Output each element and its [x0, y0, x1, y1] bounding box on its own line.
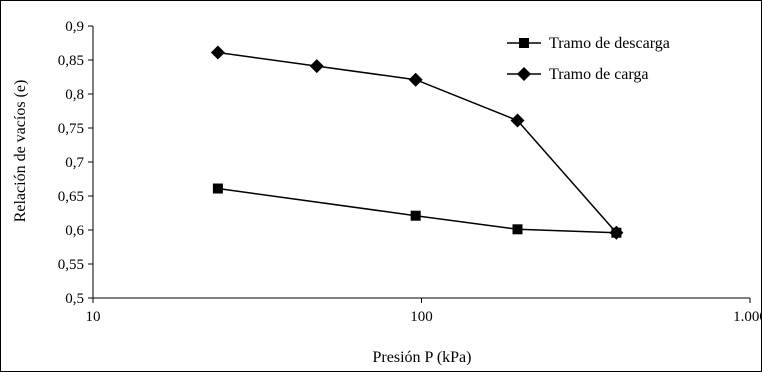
legend: Tramo de descarga Tramo de carga	[507, 35, 670, 83]
legend-item-carga: Tramo de carga	[507, 66, 649, 83]
legend-label-descarga: Tramo de descarga	[549, 35, 670, 52]
x-tick-label: 10	[86, 309, 101, 325]
legend-label-carga: Tramo de carga	[549, 66, 649, 83]
data-point-diamond	[210, 45, 225, 60]
y-tick-label: 0,55	[58, 257, 84, 273]
legend-item-descarga: Tramo de descarga	[507, 35, 670, 52]
data-point-diamond	[309, 59, 324, 74]
y-tick-label: 0,6	[65, 223, 84, 239]
y-tick-label: 0,9	[65, 19, 84, 35]
y-axis-title: Relación de vacíos (e)	[12, 80, 29, 223]
series-layer	[210, 45, 624, 240]
y-axis-ticks: 0,5 0,55 0,6 0,65 0,7 0,75 0,8 0,85 0,9	[58, 19, 93, 307]
x-tick-label: 1.000	[733, 309, 761, 325]
data-point-diamond	[408, 72, 423, 87]
series-line-descarga	[217, 187, 617, 234]
data-point-square	[212, 183, 223, 194]
series-descarga	[212, 183, 622, 238]
data-point-square	[410, 210, 421, 221]
x-axis-title: Presión P (kPa)	[373, 349, 472, 366]
x-tick-label: 100	[410, 309, 433, 325]
data-point-diamond	[609, 225, 624, 240]
y-tick-label: 0,85	[58, 53, 84, 69]
y-tick-label: 0,7	[65, 155, 84, 171]
y-tick-label: 0,65	[58, 189, 84, 205]
x-axis-ticks: 10 100 1.000	[86, 298, 761, 325]
y-tick-label: 0,75	[58, 121, 84, 137]
data-point-diamond	[510, 113, 525, 128]
series-carga	[210, 45, 624, 240]
legend-marker-diamond	[517, 67, 531, 81]
y-tick-label: 0,8	[65, 87, 84, 103]
legend-marker-square	[519, 38, 529, 48]
axes	[92, 26, 750, 299]
data-point-square	[512, 224, 523, 235]
y-tick-label: 0,5	[65, 291, 84, 307]
